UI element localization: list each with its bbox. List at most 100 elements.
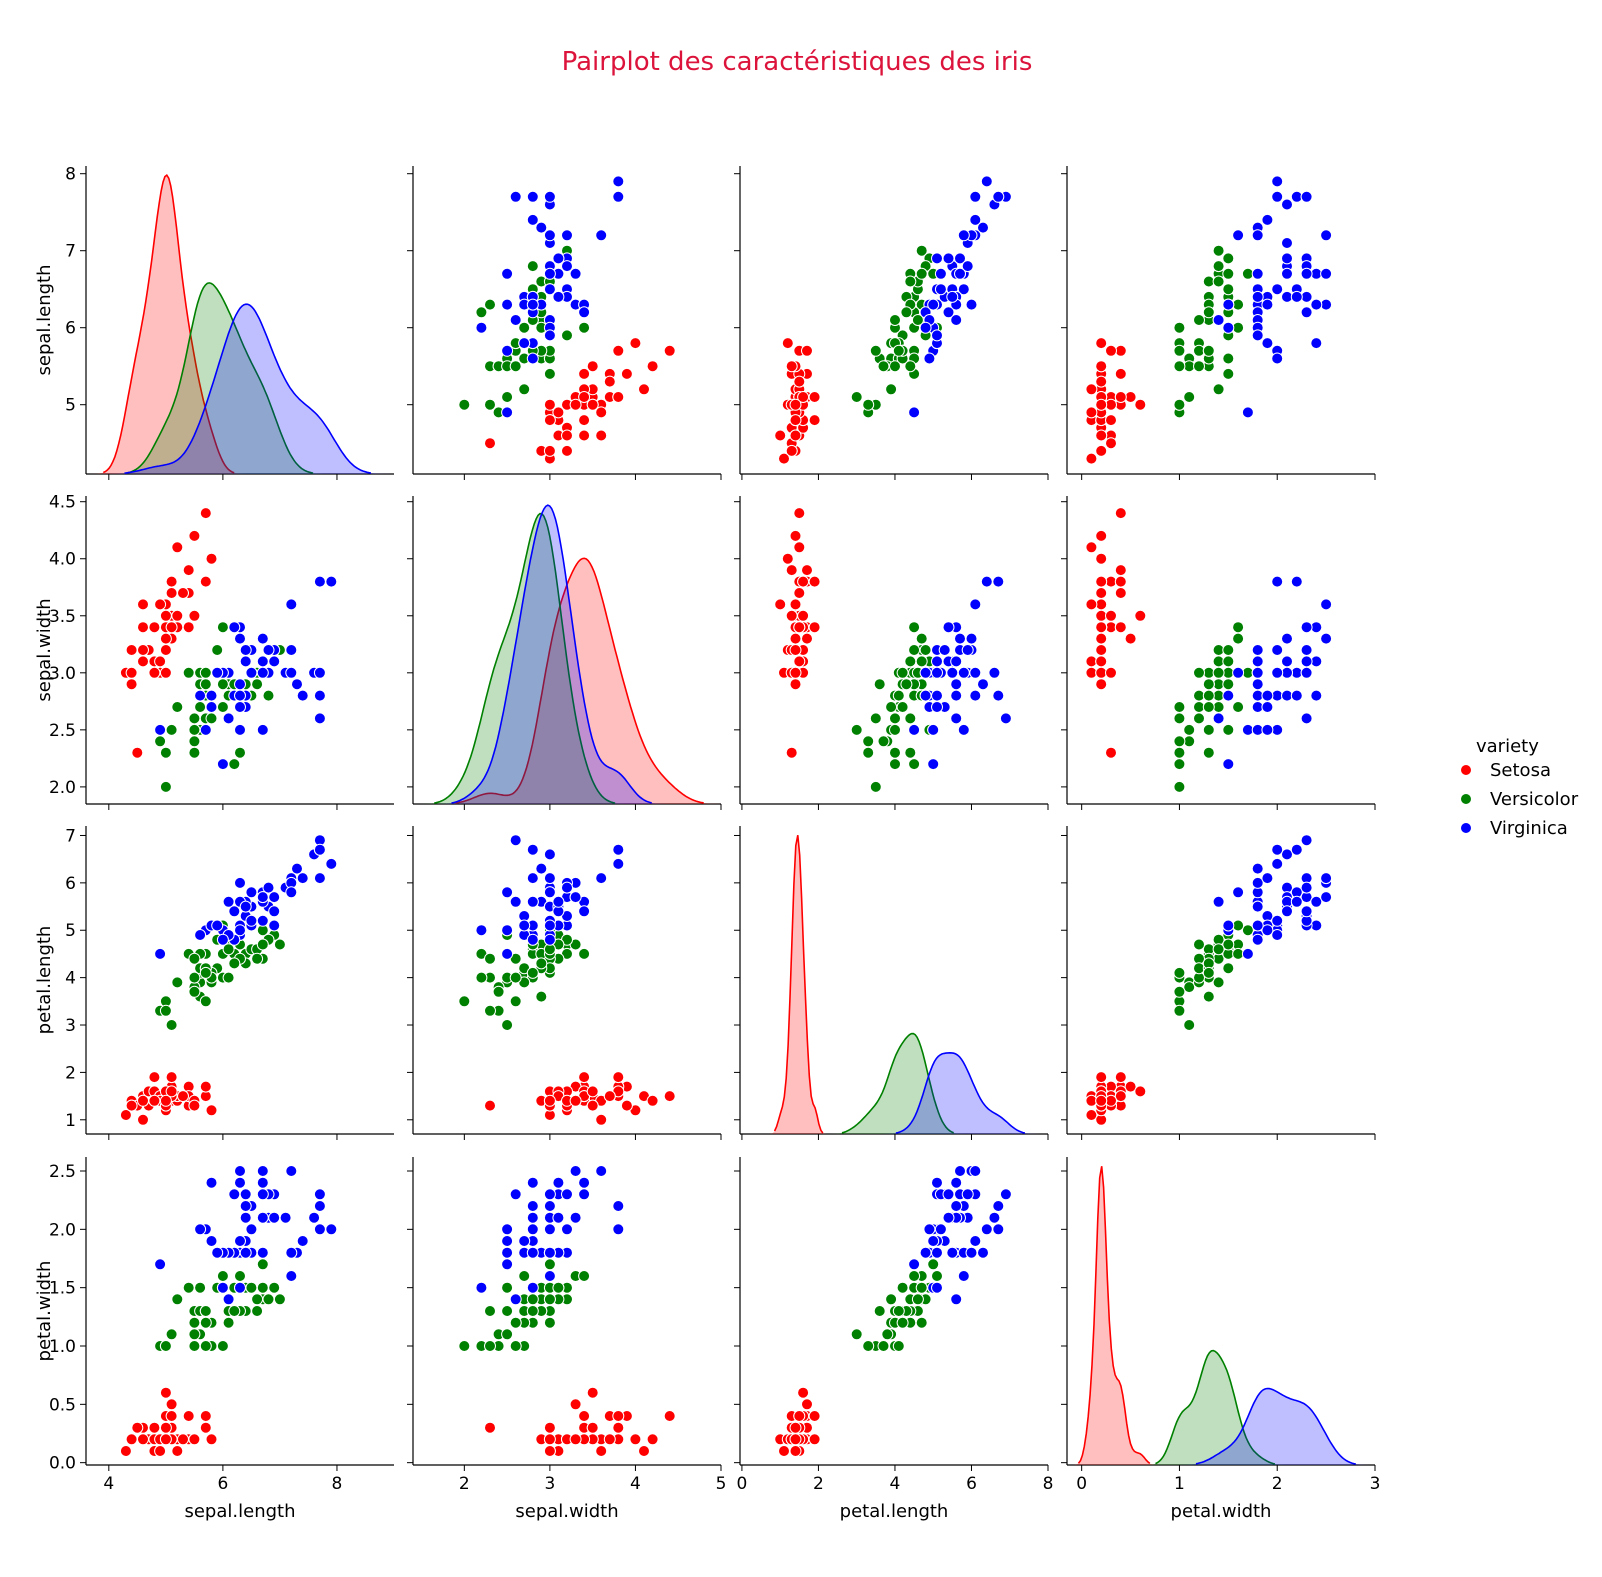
scatter-point-virginica [980, 575, 993, 588]
scatter-point-virginica [1222, 758, 1235, 771]
scatter-point-setosa [165, 1071, 178, 1084]
scatter-point-virginica [927, 723, 940, 736]
scatter-point-virginica [509, 1188, 522, 1201]
scatter-point-versicolor [915, 1281, 928, 1294]
scatter-point-versicolor [518, 321, 531, 334]
scatter-point-virginica [1232, 666, 1245, 679]
kde-line-setosa [455, 557, 704, 804]
scatter-point-virginica [934, 267, 947, 280]
scatter-point-versicolor [216, 621, 229, 634]
scatter-point-versicolor [892, 689, 905, 702]
scatter-point-setosa [789, 1433, 802, 1446]
scatter-point-setosa [1095, 655, 1108, 668]
scatter-point-setosa [569, 1398, 582, 1411]
scatter-point-setosa [148, 666, 161, 679]
scatter-point-virginica [1251, 655, 1264, 668]
scatter-point-virginica [938, 644, 951, 656]
scatter-point-setosa [1095, 429, 1108, 442]
scatter-point-virginica [239, 1246, 252, 1259]
scatter-point-versicolor [896, 1316, 909, 1329]
scatter-point-virginica [957, 723, 970, 736]
scatter-point-setosa [620, 1099, 633, 1112]
scatter-point-virginica [285, 1270, 298, 1282]
scatter-point-versicolor [518, 1270, 531, 1282]
scatter-point-setosa [188, 609, 201, 622]
scatter-point-versicolor [904, 360, 917, 373]
panel-petal.length-vs-petal.width [1061, 826, 1376, 1140]
scatter-point-versicolor [862, 735, 875, 748]
scatter-point-virginica [934, 1223, 947, 1236]
scatter-point-versicolor [1222, 252, 1235, 265]
scatter-point-versicolor [543, 367, 556, 380]
scatter-point-setosa [1085, 406, 1098, 419]
kde-line-setosa [1077, 1166, 1151, 1465]
scatter-point-setosa [154, 655, 167, 668]
scatter-point-versicolor [1173, 758, 1186, 771]
scatter-point-setosa [785, 564, 798, 577]
scatter-point-virginica [509, 314, 522, 326]
scatter-point-versicolor [526, 1305, 539, 1317]
scatter-point-virginica [285, 598, 298, 611]
scatter-point-setosa [793, 507, 806, 520]
panel-petal.width-vs-sepal.width: 2 3 4 5 sepal.width [407, 1157, 726, 1522]
scatter-point-versicolor [1183, 723, 1196, 736]
scatter-point-virginica [543, 1223, 556, 1236]
scatter-point-setosa [1095, 678, 1108, 691]
scatter-point-virginica [992, 190, 1005, 203]
scatter-point-setosa [1095, 587, 1108, 599]
scatter-point-versicolor [896, 701, 909, 713]
scatter-point-virginica [1271, 666, 1284, 679]
scatter-point-versicolor [1241, 924, 1254, 937]
scatter-point-setosa [629, 1433, 642, 1446]
scatter-point-virginica [1320, 229, 1333, 242]
kde-fill-setosa [86, 175, 394, 474]
scatter-point-setosa [629, 337, 642, 350]
scatter-point-virginica [931, 689, 943, 702]
scatter-point-virginica [518, 919, 531, 932]
scatter-point-virginica [552, 290, 565, 303]
scatter-point-virginica [234, 632, 246, 645]
scatter-point-setosa [137, 598, 149, 611]
scatter-point-versicolor [881, 1328, 894, 1341]
scatter-point-versicolor [885, 383, 898, 396]
scatter-point-setosa [808, 1433, 821, 1446]
y-tick-label: 0.0 [49, 1454, 76, 1474]
scatter-point-versicolor [188, 723, 201, 736]
scatter-point-setosa [808, 391, 821, 403]
scatter-point-virginica [1241, 406, 1254, 419]
scatter-point-versicolor [862, 746, 875, 759]
scatter-point-virginica [501, 1235, 514, 1247]
scatter-point-versicolor [877, 735, 890, 748]
scatter-point-virginica [285, 644, 298, 656]
scatter-point-setosa [1134, 398, 1147, 411]
scatter-point-setosa [125, 1099, 138, 1112]
scatter-point-versicolor [900, 678, 913, 691]
scatter-point-setosa [1105, 344, 1117, 357]
scatter-point-setosa [1105, 746, 1117, 759]
scatter-point-versicolor [216, 701, 229, 713]
scatter-point-versicolor [501, 391, 514, 403]
scatter-point-virginica [595, 1165, 608, 1177]
scatter-point-virginica [313, 575, 326, 588]
y-axis-label-sepal-width: sepal.width [34, 598, 55, 701]
x-tick-label: 6 [217, 1474, 228, 1494]
scatter-point-versicolor [892, 1340, 905, 1352]
x-tick-label: 3 [544, 1474, 555, 1494]
scatter-point-virginica [980, 175, 993, 188]
scatter-point-virginica [501, 947, 514, 960]
scatter-point-setosa [182, 621, 195, 634]
scatter-point-setosa [781, 337, 794, 350]
kde-fill-virginica [740, 1052, 1048, 1134]
panel-sepal.length-vs-petal.width [1061, 166, 1376, 480]
scatter-point-setosa [199, 1410, 212, 1422]
scatter-point-versicolor [268, 1281, 281, 1294]
scatter-point-setosa [182, 1410, 195, 1422]
scatter-point-virginica [501, 1223, 514, 1236]
scatter-point-versicolor [509, 995, 522, 1008]
scatter-point-versicolor [1173, 966, 1186, 979]
scatter-point-setosa [1105, 414, 1117, 427]
scatter-point-virginica [239, 644, 252, 656]
scatter-point-virginica [313, 689, 326, 702]
scatter-point-virginica [578, 1176, 591, 1189]
scatter-point-setosa [612, 1071, 625, 1084]
